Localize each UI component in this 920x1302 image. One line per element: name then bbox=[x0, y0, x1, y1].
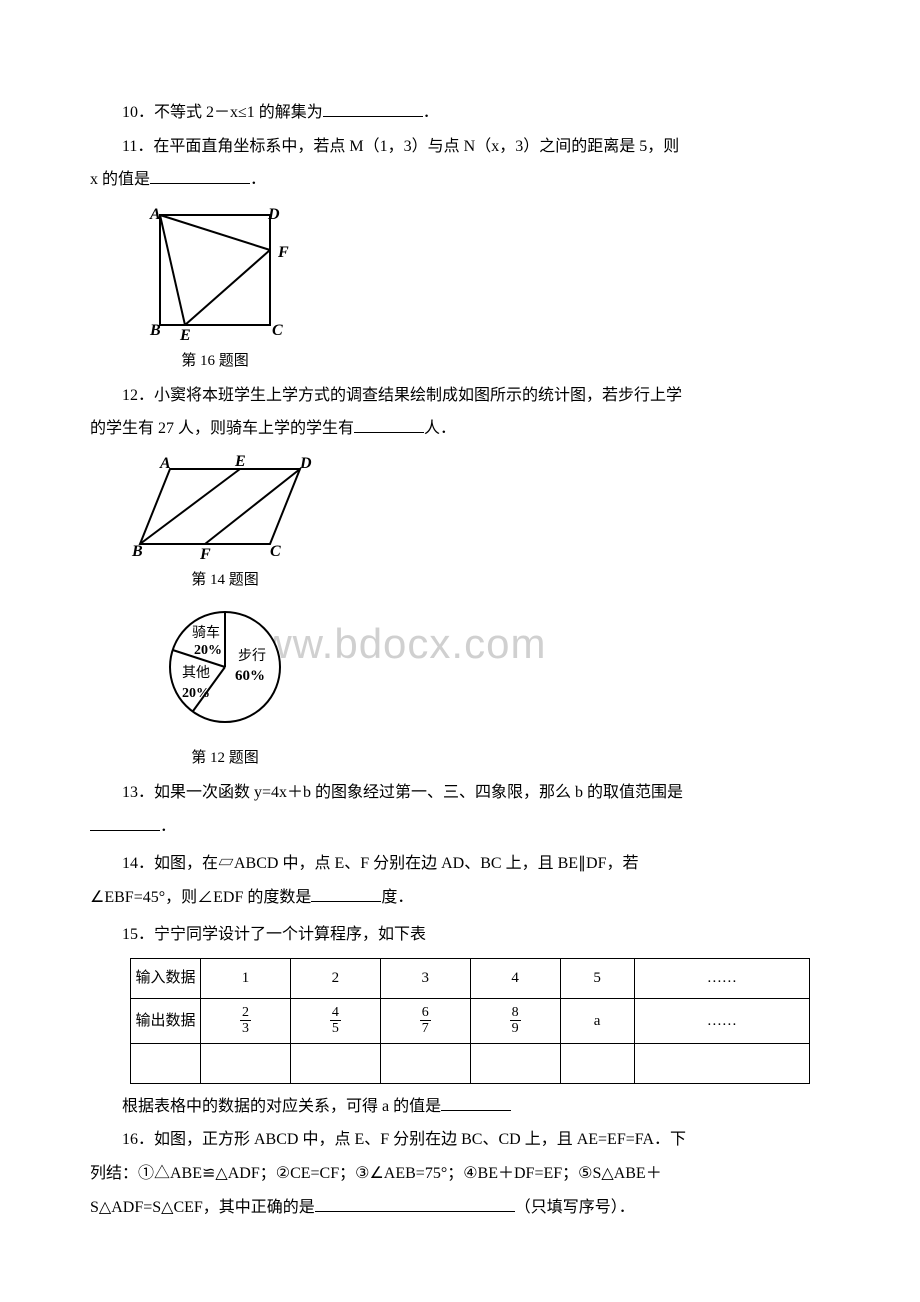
q13-line2: ． bbox=[90, 814, 830, 840]
table-cell: 3 bbox=[380, 958, 470, 998]
table-cell bbox=[470, 1043, 560, 1083]
table-cell: 67 bbox=[380, 998, 470, 1043]
fig16-label-e: E bbox=[179, 327, 191, 344]
table-cell: 23 bbox=[201, 998, 291, 1043]
fig14-label-c: C bbox=[270, 543, 281, 560]
figure-16-caption: 第 16 题图 bbox=[130, 349, 300, 373]
q14-blank bbox=[311, 886, 381, 902]
fig14-label-b: B bbox=[131, 543, 143, 560]
q11-suffix: ． bbox=[250, 171, 266, 188]
table-cell bbox=[131, 1043, 201, 1083]
table-row bbox=[131, 1043, 810, 1083]
frac-den: 3 bbox=[240, 1021, 251, 1036]
q16-line3-prefix: S△ADF=S△CEF，其中正确的是 bbox=[90, 1199, 315, 1216]
table-cell: a bbox=[560, 998, 634, 1043]
q12-line2-suffix: 人． bbox=[424, 420, 456, 437]
fig16-label-c: C bbox=[272, 322, 283, 339]
q13-blank bbox=[90, 815, 160, 831]
q10-prefix: 10．不等式 2－x≤1 的解集为 bbox=[122, 104, 323, 121]
table-cell bbox=[560, 1043, 634, 1083]
q15-footer: 根据表格中的数据的对应关系，可得 a 的值是 bbox=[90, 1094, 830, 1120]
table-cell: 45 bbox=[290, 998, 380, 1043]
fig16-label-a: A bbox=[149, 206, 161, 223]
q14-line2-prefix: ∠EBF=45°，则∠EDF 的度数是 bbox=[90, 889, 311, 906]
table-cell: 4 bbox=[470, 958, 560, 998]
pie-bike-pct: 20% bbox=[194, 643, 222, 658]
fig14-label-d: D bbox=[299, 455, 312, 472]
fig16-label-d: D bbox=[267, 206, 280, 223]
q15-footer-prefix: 根据表格中的数据的对应关系，可得 a 的值是 bbox=[122, 1098, 441, 1115]
fig16-label-f: F bbox=[277, 244, 289, 261]
q11-line2-prefix: x 的值是 bbox=[90, 171, 150, 188]
q14-line2: ∠EBF=45°，则∠EDF 的度数是 度． bbox=[90, 885, 830, 911]
q16-line3-suffix: （只填写序号）． bbox=[515, 1199, 635, 1216]
figure-12-caption: 第 12 题图 bbox=[140, 746, 310, 770]
frac-num: 6 bbox=[420, 1005, 431, 1021]
q11-line2: x 的值是 ． bbox=[90, 167, 830, 193]
table-cell: 5 bbox=[560, 958, 634, 998]
pie-walk-label: 步行 bbox=[238, 648, 266, 664]
q14-line2-suffix: 度． bbox=[381, 889, 413, 906]
frac-num: 8 bbox=[510, 1005, 521, 1021]
q10-text: 10．不等式 2－x≤1 的解集为 ． bbox=[90, 100, 830, 126]
fig14-label-f: F bbox=[199, 546, 211, 563]
pie-walk-pct: 60% bbox=[235, 668, 265, 684]
q15-blank bbox=[441, 1095, 511, 1111]
fig14-label-a: A bbox=[159, 455, 171, 472]
fig14-label-e: E bbox=[234, 454, 246, 470]
frac-num: 2 bbox=[240, 1005, 251, 1021]
figure-12-pie: 骑车 20% 其他 20% 步行 60% 第 12 题图 bbox=[140, 602, 830, 770]
figure-14-caption: 第 14 题图 bbox=[130, 568, 320, 592]
q13-line1: 13．如果一次函数 y=4x＋b 的图象经过第一、三、四象限，那么 b 的取值范… bbox=[90, 780, 830, 806]
table-cell bbox=[201, 1043, 291, 1083]
document-content: 10．不等式 2－x≤1 的解集为 ． 11．在平面直角坐标系中，若点 M（1，3… bbox=[90, 100, 830, 1220]
table-cell bbox=[634, 1043, 809, 1083]
q12-blank bbox=[354, 417, 424, 433]
q16-line1: 16．如图，正方形 ABCD 中，点 E、F 分别在边 BC、CD 上，且 AE… bbox=[90, 1127, 830, 1153]
fig16-label-b: B bbox=[149, 322, 161, 339]
figure-16-svg: A D F B E C bbox=[130, 205, 300, 345]
frac-den: 7 bbox=[420, 1021, 431, 1036]
pie-other-pct: 20% bbox=[182, 686, 210, 701]
pie-other-label: 其他 bbox=[182, 665, 210, 681]
q16-line2: 列结：①△ABE≌△ADF；②CE=CF；③∠AEB=75°；④BE＋DF=EF… bbox=[90, 1161, 830, 1187]
table-cell: 89 bbox=[470, 998, 560, 1043]
table-row: 输入数据 1 2 3 4 5 …… bbox=[131, 958, 810, 998]
figure-16: A D F B E C 第 16 题图 bbox=[130, 205, 830, 373]
q15-table: 输入数据 1 2 3 4 5 …… 输出数据 23 45 67 89 a …… bbox=[130, 958, 810, 1084]
q15-intro: 15．宁宁同学设计了一个计算程序，如下表 bbox=[90, 922, 830, 948]
pie-bike-label: 骑车 bbox=[192, 624, 220, 641]
q10-blank bbox=[323, 101, 423, 117]
q10-suffix: ． bbox=[423, 104, 439, 121]
frac-num: 4 bbox=[330, 1005, 341, 1021]
q11-blank bbox=[150, 168, 250, 184]
q13-suffix: ． bbox=[160, 818, 176, 835]
table-cell: …… bbox=[634, 958, 809, 998]
q12-line1: 12．小窦将本班学生上学方式的调查结果绘制成如图所示的统计图，若步行上学 bbox=[90, 383, 830, 409]
table-row: 输出数据 23 45 67 89 a …… bbox=[131, 998, 810, 1043]
figure-12-svg: 骑车 20% 其他 20% 步行 60% bbox=[140, 602, 310, 742]
frac-den: 5 bbox=[330, 1021, 341, 1036]
table-cell: 2 bbox=[290, 958, 380, 998]
table-cell: 1 bbox=[201, 958, 291, 998]
table-cell bbox=[290, 1043, 380, 1083]
table-cell: …… bbox=[634, 998, 809, 1043]
q15-in-header: 输入数据 bbox=[131, 958, 201, 998]
q16-line3: S△ADF=S△CEF，其中正确的是 （只填写序号）． bbox=[90, 1195, 830, 1221]
q11-line1: 11．在平面直角坐标系中，若点 M（1，3）与点 N（x，3）之间的距离是 5，… bbox=[90, 134, 830, 160]
figure-14-svg: A E D B F C bbox=[130, 454, 320, 564]
table-cell bbox=[380, 1043, 470, 1083]
q16-blank bbox=[315, 1196, 515, 1212]
q12-line2: 的学生有 27 人，则骑车上学的学生有 人． bbox=[90, 416, 830, 442]
q14-line1: 14．如图，在▱ABCD 中，点 E、F 分别在边 AD、BC 上，且 BE∥D… bbox=[90, 851, 830, 877]
frac-den: 9 bbox=[510, 1021, 521, 1036]
q12-line2-prefix: 的学生有 27 人，则骑车上学的学生有 bbox=[90, 420, 354, 437]
figure-14: A E D B F C 第 14 题图 bbox=[130, 454, 830, 592]
q15-out-header: 输出数据 bbox=[131, 998, 201, 1043]
